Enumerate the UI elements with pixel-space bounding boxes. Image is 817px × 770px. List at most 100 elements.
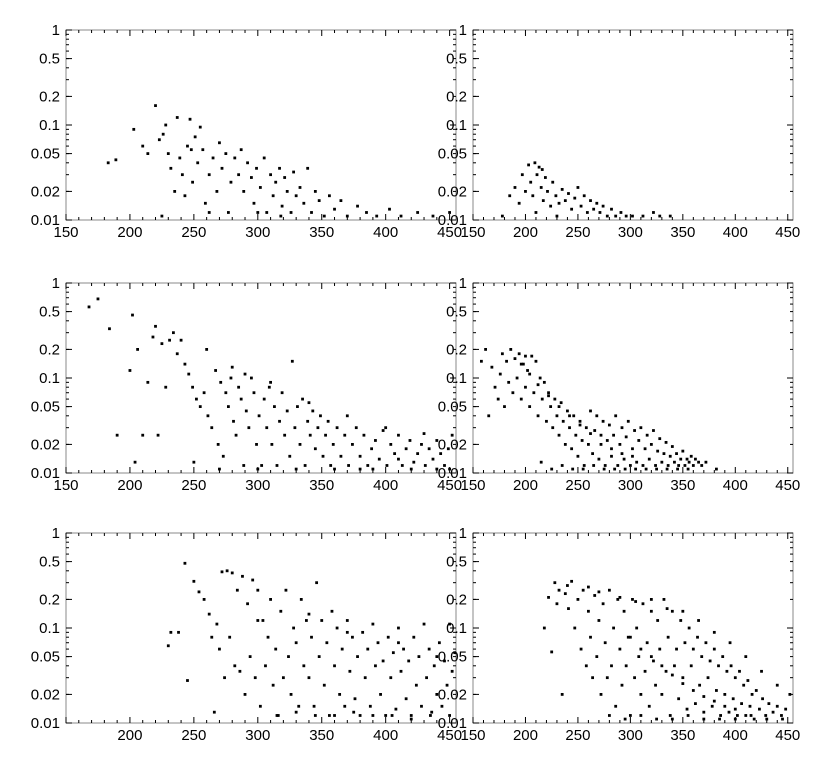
x-tick-label: 350 xyxy=(309,224,334,241)
data-point xyxy=(607,423,611,427)
data-point xyxy=(513,357,517,361)
data-point xyxy=(233,156,237,160)
data-point xyxy=(402,647,405,651)
data-point xyxy=(576,454,580,458)
data-point xyxy=(563,592,567,596)
y-tick-label: 0.5 xyxy=(446,304,467,321)
data-point xyxy=(533,161,537,165)
data-point xyxy=(595,655,599,658)
data-point xyxy=(252,201,256,205)
data-point xyxy=(750,693,754,696)
data-point xyxy=(698,683,702,687)
data-point xyxy=(273,405,276,408)
data-point xyxy=(169,630,173,634)
data-point xyxy=(262,156,266,160)
x-tick-label: 200 xyxy=(117,727,142,744)
data-point xyxy=(389,676,393,680)
x-tick-label: 350 xyxy=(670,727,695,744)
data-point xyxy=(775,704,779,708)
data-point xyxy=(605,676,609,680)
data-point xyxy=(675,647,678,651)
data-point xyxy=(553,581,557,585)
data-point xyxy=(354,426,358,430)
data-point xyxy=(358,714,362,717)
x-tick-label: 300 xyxy=(618,727,643,744)
y-tick-label: 0.1 xyxy=(39,117,60,134)
data-point xyxy=(435,439,439,442)
data-point xyxy=(649,655,653,658)
x-tick-label: 250 xyxy=(565,477,590,494)
data-point xyxy=(253,676,257,680)
data-point xyxy=(567,192,570,195)
data-point xyxy=(164,123,168,127)
data-point xyxy=(262,397,266,401)
data-point xyxy=(183,561,187,565)
y-tick-label: 0.5 xyxy=(446,554,467,571)
data-point xyxy=(409,467,413,471)
data-point xyxy=(221,454,225,458)
data-point xyxy=(108,327,111,331)
data-point xyxy=(285,409,289,413)
data-point xyxy=(784,707,788,711)
data-point xyxy=(645,641,649,645)
data-point xyxy=(673,664,676,668)
data-point xyxy=(670,445,674,448)
data-point xyxy=(435,467,439,471)
data-point xyxy=(278,166,281,170)
data-point xyxy=(712,630,716,634)
data-point xyxy=(613,467,617,471)
scatter-panel-1: 150 200 250 300 350 400 450 1 0.5 0.2 0.1 0.05 0.02 0… xyxy=(31,22,462,241)
data-point xyxy=(328,194,331,198)
data-point xyxy=(697,619,700,622)
data-point xyxy=(437,641,441,645)
data-point xyxy=(260,464,264,467)
data-point xyxy=(345,214,349,218)
data-point xyxy=(448,622,452,626)
data-point xyxy=(662,598,666,601)
data-point xyxy=(670,673,674,677)
data-point xyxy=(270,443,274,446)
data-point xyxy=(265,211,269,214)
data-point xyxy=(597,619,601,622)
data-point xyxy=(532,391,536,395)
data-point xyxy=(631,447,634,451)
data-point xyxy=(537,165,541,169)
data-point xyxy=(201,148,205,152)
data-point xyxy=(628,464,632,467)
data-point xyxy=(422,432,426,435)
data-point xyxy=(297,704,301,708)
data-point xyxy=(258,186,262,189)
data-point xyxy=(710,704,714,708)
data-point xyxy=(607,588,611,592)
data-point xyxy=(257,414,261,418)
data-point xyxy=(397,457,400,461)
data-point xyxy=(614,414,618,418)
data-point xyxy=(487,414,491,418)
data-point xyxy=(417,655,421,658)
data-point xyxy=(252,391,256,395)
data-point xyxy=(358,454,362,458)
data-point xyxy=(599,693,603,696)
plot-frame xyxy=(65,282,457,474)
data-point xyxy=(333,714,336,717)
data-point xyxy=(668,214,672,218)
data-point xyxy=(239,397,243,401)
data-point xyxy=(652,429,655,432)
data-point xyxy=(412,635,416,639)
data-point xyxy=(210,426,214,430)
data-point xyxy=(330,609,334,613)
data-point xyxy=(723,704,727,708)
data-point xyxy=(781,717,784,721)
data-point xyxy=(275,464,279,467)
data-point xyxy=(721,655,725,658)
data-point xyxy=(237,173,241,177)
data-point xyxy=(389,443,393,446)
data-point xyxy=(557,405,561,408)
data-point xyxy=(397,641,400,645)
data-point xyxy=(420,704,423,708)
data-point xyxy=(603,464,607,467)
data-point xyxy=(610,207,613,211)
data-point xyxy=(292,170,296,174)
data-point xyxy=(183,194,187,198)
data-point xyxy=(448,467,452,471)
